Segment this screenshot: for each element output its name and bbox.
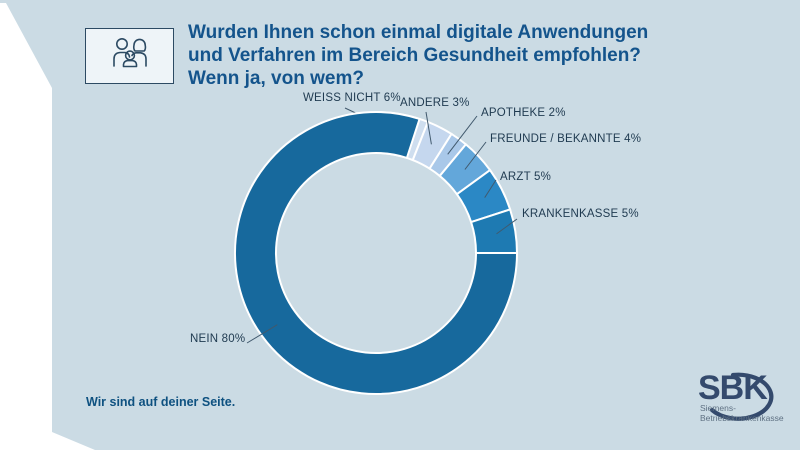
segment-label-freunde-bekannte: FREUNDE / BEKANNTE 4% xyxy=(490,133,642,145)
sbk-logo: SBK Siemens- Betriebskrankenkasse xyxy=(690,368,800,428)
leader-line-nein xyxy=(246,324,278,344)
header-icon-box xyxy=(85,28,174,84)
leader-line-arzt xyxy=(484,179,497,198)
logo-subtitle-line2: Betriebskrankenkasse xyxy=(700,412,784,423)
segment-label-nein: NEIN 80% xyxy=(190,333,246,345)
family-icon xyxy=(108,35,152,78)
segment-label-apotheke: APOTHEKE 2% xyxy=(481,107,566,119)
segment-label-weiss-nicht: WEISS NICHT 6% xyxy=(303,92,401,104)
segment-label-andere: ANDERE 3% xyxy=(400,97,470,109)
logo-subtitle-line1: Siemens- xyxy=(700,403,736,413)
logo-swoosh-icon xyxy=(709,372,774,421)
logo-wordmark: SBK xyxy=(698,369,768,407)
leader-line-krankenkasse xyxy=(496,218,518,235)
donut-segment-nein xyxy=(234,111,519,395)
segment-label-krankenkasse: KRANKENKASSE 5% xyxy=(522,208,639,220)
segment-label-arzt: ARZT 5% xyxy=(500,171,552,183)
page-title: Wurden Ihnen schon einmal digitale Anwen… xyxy=(188,22,649,89)
leader-line-freunde-bekannte xyxy=(464,141,487,170)
leader-line-andere xyxy=(425,111,432,145)
brand-tagline: Wir sind auf deiner Seite. xyxy=(86,395,236,409)
leader-line-apotheke xyxy=(447,115,478,155)
logo-subtitle: Siemens- Betriebskrankenkasse xyxy=(700,403,784,423)
